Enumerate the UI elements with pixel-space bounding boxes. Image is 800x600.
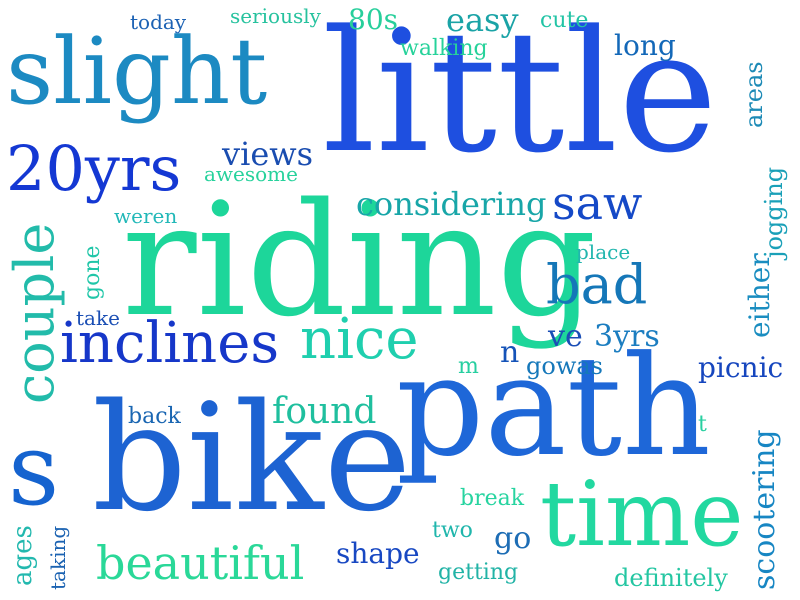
cloud-word: slight	[6, 18, 268, 125]
cloud-word: bike	[92, 372, 412, 544]
cloud-word: taking	[46, 525, 70, 590]
cloud-word: couple	[3, 222, 66, 404]
cloud-word: n	[500, 335, 520, 370]
cloud-word: place	[576, 240, 631, 264]
cloud-word: getting	[438, 560, 519, 585]
cloud-word: definitely	[614, 564, 728, 592]
cloud-word: picnic	[698, 351, 784, 384]
cloud-word: views	[222, 135, 314, 173]
cloud-word: ve	[548, 319, 583, 354]
cloud-word: path	[396, 326, 711, 487]
cloud-word: long	[614, 29, 676, 62]
cloud-word: cute	[540, 8, 589, 33]
cloud-word: 20yrs	[6, 132, 182, 205]
cloud-word: walking	[400, 36, 488, 61]
cloud-word: bad	[546, 253, 648, 316]
cloud-word: little	[322, 0, 718, 190]
cloud-word: ages	[8, 525, 38, 586]
cloud-word: 3yrs	[594, 319, 660, 354]
cloud-word: take	[76, 306, 120, 330]
cloud-word: easy	[446, 1, 519, 39]
cloud-word: two	[432, 518, 473, 543]
cloud-word: found	[272, 391, 377, 432]
cloud-word: inclines	[60, 311, 280, 376]
cloud-word: nice	[300, 307, 419, 372]
cloud-word: t	[698, 412, 707, 437]
cloud-word: awesome	[204, 162, 298, 186]
cloud-word: jogging	[760, 166, 788, 258]
cloud-word: weren	[114, 204, 178, 228]
cloud-word: seriously	[230, 4, 321, 28]
cloud-word: scootering	[747, 429, 782, 590]
cloud-word: gowas	[526, 352, 603, 380]
cloud-word: shape	[336, 537, 420, 570]
cloud-word: riding	[122, 169, 597, 351]
cloud-word: either	[743, 253, 776, 338]
cloud-word: saw	[552, 176, 643, 230]
cloud-word: today	[130, 10, 187, 34]
cloud-word: break	[460, 486, 525, 511]
cloud-word: gone	[80, 245, 105, 300]
cloud-word: back	[128, 404, 181, 429]
cloud-word: time	[540, 462, 744, 567]
cloud-word: 80s	[348, 3, 398, 36]
cloud-word: considering	[356, 185, 547, 223]
cloud-word: s	[8, 411, 60, 528]
cloud-word: beautiful	[96, 536, 305, 590]
cloud-word: go	[494, 521, 532, 556]
cloud-word: areas	[740, 61, 768, 128]
cloud-word: m	[458, 354, 479, 379]
